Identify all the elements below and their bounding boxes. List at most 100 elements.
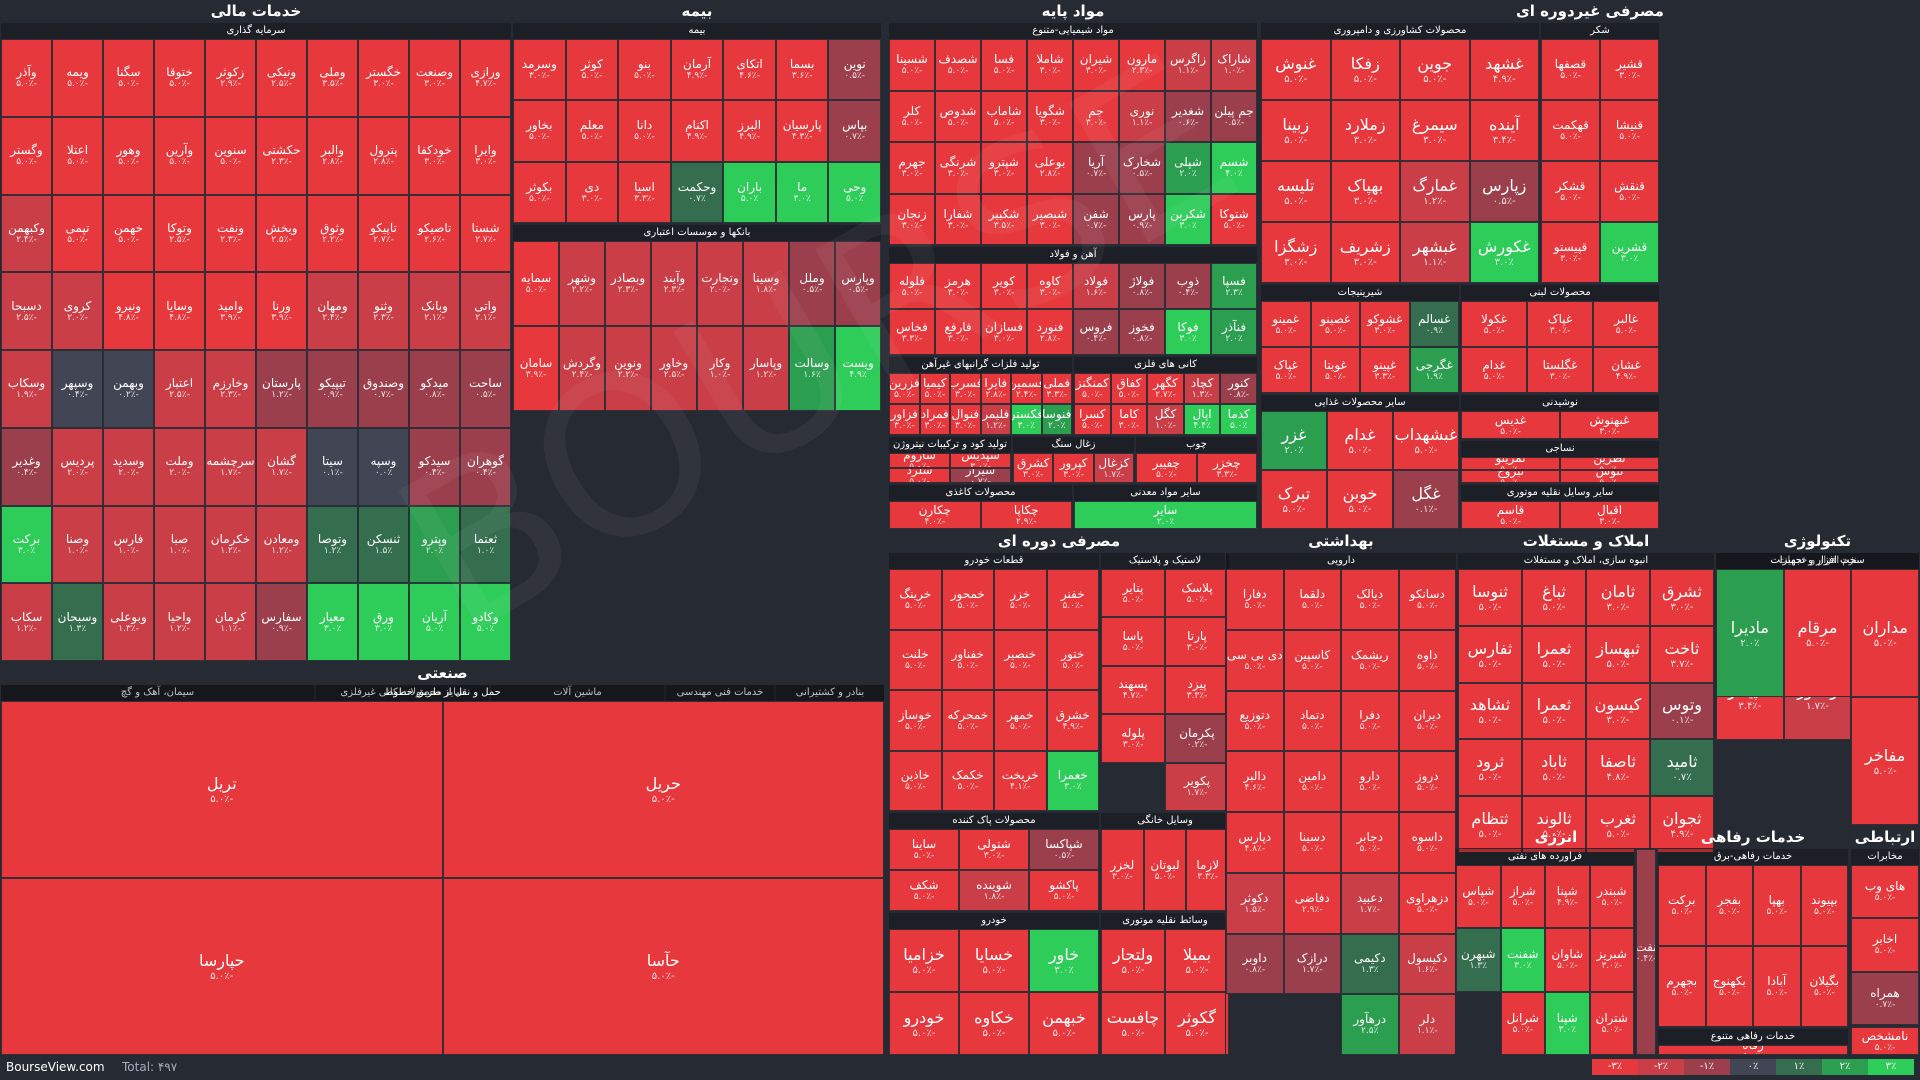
stock-tile[interactable]: ونوین -۲.۲٪	[605, 326, 651, 411]
stock-tile[interactable]: وصندوق -۰.۷٪	[358, 350, 409, 428]
stock-tile[interactable]: غزر ۲.۰٪	[1261, 411, 1327, 470]
stock-tile[interactable]: فمراد -۳.۰٪	[919, 404, 950, 435]
stock-tile[interactable]: شفارا -۳.۰٪	[935, 193, 981, 245]
stock-tile[interactable]: ویست ۴.۹٪	[835, 326, 881, 411]
stock-tile[interactable]: دلقما -۵.۰٪	[1283, 569, 1341, 630]
stock-tile[interactable]: حپارسا -۵.۰٪	[1, 878, 443, 1055]
stock-tile[interactable]: ثنسکن ۱.۵٪	[358, 505, 409, 584]
stock-tile[interactable]: ثجوان -۴.۹٪	[1650, 796, 1714, 853]
stock-tile[interactable]: فایرا -۲.۸٪	[980, 373, 1011, 404]
stock-tile[interactable]: فسرب-۳.۰٪	[950, 373, 981, 404]
stock-tile[interactable]: خرینگ -۵.۰٪	[889, 569, 942, 630]
stock-tile[interactable]: شرانل -۵.۰٪	[1500, 991, 1545, 1055]
stock-tile[interactable]: بکوثر -۵.۰٪	[513, 161, 566, 223]
stock-tile[interactable]: خزامیا -۵.۰٪	[889, 929, 959, 992]
stock-tile[interactable]: قنیشا -۵.۰٪	[1600, 100, 1659, 161]
stock-tile[interactable]: ذوب -۰.۴٪	[1165, 263, 1211, 309]
stock-tile[interactable]: خزر -۵.۰٪	[994, 569, 1047, 630]
stock-tile[interactable]: پترول -۲.۸٪	[358, 116, 409, 195]
stock-tile[interactable]: وآرین -۵.۰٪	[154, 116, 205, 195]
stock-tile[interactable]: کوثر -۵.۰٪	[565, 39, 619, 101]
stock-tile[interactable]: معیار ۳.۰٪	[307, 583, 358, 661]
stock-tile[interactable]: کاما -۳.۰٪	[1110, 404, 1148, 435]
stock-tile[interactable]: دارو -۵.۰٪	[1341, 751, 1399, 812]
stock-tile[interactable]: فسا -۵.۰٪	[981, 39, 1027, 91]
stock-tile[interactable]: درازک -۱.۷٪	[1283, 933, 1341, 995]
stock-tile[interactable]: شیراز -۰.۷٪	[950, 468, 1011, 483]
stock-tile[interactable]: چکارن -۴.۰٪	[889, 501, 981, 529]
stock-tile[interactable]: شپاکسا -۰.۵٪	[1029, 829, 1099, 870]
stock-tile[interactable]: فخوز -۰.۸٪	[1119, 309, 1165, 355]
stock-tile[interactable]: سامان -۳.۹٪	[513, 326, 559, 411]
stock-tile[interactable]: خکمک -۵.۰٪	[941, 750, 994, 811]
stock-tile[interactable]: آبادا -۵.۰٪	[1753, 946, 1801, 1027]
stock-tile[interactable]: کدما ۵.۰٪	[1220, 404, 1257, 435]
stock-tile[interactable]: سنوین -۵.۰٪	[205, 116, 256, 195]
stock-tile[interactable]: حآسا -۵.۰٪	[442, 878, 884, 1055]
stock-tile[interactable]: لبوتان -۵.۰٪	[1143, 829, 1187, 911]
stock-tile[interactable]: دانا -۵.۰٪	[618, 100, 671, 162]
stock-tile[interactable]: شپاس -۵.۰٪	[1456, 865, 1501, 929]
stock-tile[interactable]: جم -۳.۰٪	[1073, 90, 1119, 142]
stock-tile[interactable]: جهرم -۳.۰٪	[889, 142, 935, 194]
stock-tile[interactable]: ویخش -۲.۵٪	[256, 194, 307, 273]
stock-tile[interactable]: زملارد -۳.۰٪	[1330, 100, 1400, 161]
stock-tile[interactable]: شبریز -۳.۰٪	[1589, 928, 1634, 992]
stock-tile[interactable]: فخاس -۳.۳٪	[889, 309, 935, 355]
stock-tile[interactable]: غبهنوش -۳.۰٪	[1560, 411, 1659, 439]
stock-tile[interactable]: تاصیکو -۲.۶٪	[409, 194, 460, 273]
stock-tile[interactable]: غدیس -۵.۰٪	[1461, 411, 1560, 439]
stock-tile[interactable]: دی -۳.۰٪	[565, 161, 619, 223]
stock-tile[interactable]: فولاد -۱.۶٪	[1073, 263, 1119, 309]
stock-tile[interactable]: فلوله -۵.۰٪	[889, 263, 935, 309]
stock-tile[interactable]: دروز -۵.۰٪	[1398, 751, 1456, 812]
stock-tile[interactable]: غپاک -۳.۰٪	[1527, 301, 1593, 347]
stock-tile[interactable]: کگل -۱.۰٪	[1147, 404, 1184, 435]
stock-tile[interactable]: وتوصا ۱.۲٪	[307, 505, 358, 584]
stock-tile[interactable]: وسرمد -۳.۰٪	[513, 39, 566, 101]
stock-tile[interactable]: سفارس -۰.۹٪	[256, 583, 307, 661]
stock-tile[interactable]: برکت -۵.۰٪	[1658, 865, 1706, 946]
stock-tile[interactable]: ثغرب -۵.۰٪	[1586, 796, 1650, 853]
stock-tile[interactable]: شستا -۲.۷٪	[460, 194, 511, 273]
stock-tile[interactable]: وخاور -۲.۵٪	[651, 326, 697, 411]
stock-tile[interactable]: خگستر -۳.۰٪	[358, 39, 409, 117]
stock-tile[interactable]: درهآور ۲.۵٪	[1341, 994, 1399, 1055]
stock-tile[interactable]: سیدکو -۰.۴٪	[409, 427, 460, 506]
stock-tile[interactable]: وسایا -۴.۸٪	[154, 272, 205, 350]
stock-tile[interactable]: دسبحا -۲.۵٪	[1, 272, 52, 350]
stock-tile[interactable]: کاوه -۳.۰٪	[1027, 263, 1073, 309]
stock-tile[interactable]: لخزر -۳.۰٪	[1101, 829, 1144, 911]
stock-tile[interactable]: وحی ۵.۰٪	[828, 161, 881, 223]
stock-tile[interactable]: غصینو -۵.۰٪	[1310, 301, 1360, 347]
stock-tile[interactable]: والبر -۲.۸٪	[307, 116, 358, 195]
stock-tile[interactable]: زکوثر -۲.۹٪	[205, 39, 256, 117]
stock-tile[interactable]: بهپا -۵.۰٪	[1753, 865, 1801, 946]
stock-tile[interactable]: وتوکا -۲.۵٪	[154, 194, 205, 273]
stock-tile[interactable]: وگستر -۵.۰٪	[1, 116, 52, 195]
stock-tile[interactable]: داسوه -۵.۰٪	[1398, 812, 1456, 873]
stock-tile[interactable]: شغدیر -۰.۶٪	[1165, 90, 1211, 142]
stock-tile[interactable]: غپاک -۵.۰٪	[1261, 347, 1311, 393]
stock-tile[interactable]: ثعتما ۱.۰٪	[460, 505, 511, 584]
stock-tile[interactable]: شتران -۵.۰٪	[1589, 991, 1634, 1055]
stock-tile[interactable]: اسیا -۳.۳٪	[618, 161, 671, 223]
stock-tile[interactable]: خسایا -۵.۰٪	[959, 929, 1029, 992]
stock-tile[interactable]: قاسم -۵.۰٪	[1461, 501, 1560, 529]
stock-tile[interactable]: وبهمن -۰.۲٪	[103, 350, 154, 428]
stock-tile[interactable]: نمرینو -۵.۰٪	[1461, 457, 1560, 470]
stock-tile[interactable]: فلیمر -۱.۲٪	[980, 404, 1011, 435]
stock-tile[interactable]: دامین -۵.۰٪	[1283, 751, 1341, 812]
stock-tile[interactable]: وکبهمن -۲.۴٪	[1, 194, 52, 273]
stock-tile[interactable]: پارس -۰.۹٪	[1119, 193, 1165, 245]
stock-tile[interactable]: وایرا -۳.۰٪	[460, 116, 511, 195]
stock-tile[interactable]: کفاق -۵.۰٪	[1110, 373, 1148, 404]
stock-tile[interactable]: نطرین -۵.۰٪	[1560, 457, 1659, 470]
stock-tile[interactable]: وگردش -۲.۴٪	[559, 326, 605, 411]
stock-tile[interactable]: وسپه ۰.۰٪	[358, 427, 409, 506]
stock-tile[interactable]: ثامان -۳.۰٪	[1586, 569, 1650, 626]
stock-tile[interactable]: بپاس -۰.۷٪	[828, 100, 881, 162]
stock-tile[interactable]: خاور ۳.۰٪	[1029, 929, 1099, 992]
stock-tile[interactable]: ثتظام -۵.۰٪	[1458, 796, 1522, 853]
stock-tile[interactable]: بخاور -۵.۰٪	[513, 100, 566, 162]
